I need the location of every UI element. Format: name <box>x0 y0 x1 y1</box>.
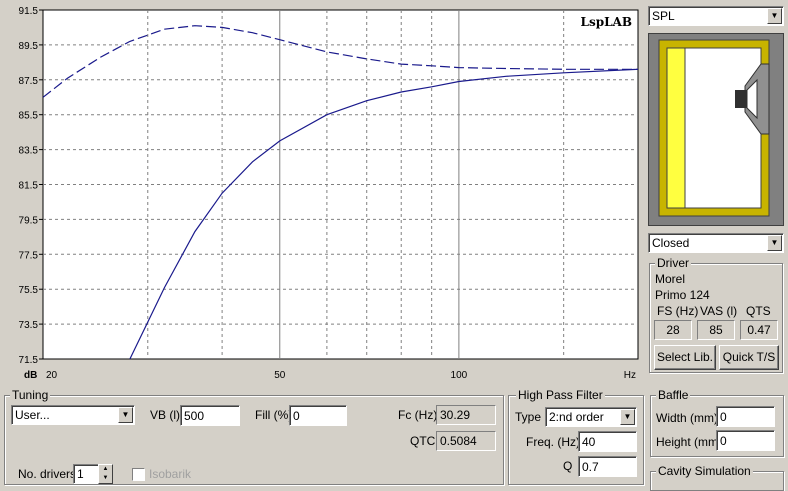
y-tick-label: 89.5 <box>19 41 39 52</box>
driver-group <box>649 263 783 373</box>
enclosure-diagram <box>648 33 784 226</box>
drivers-input[interactable]: 1 <box>73 464 101 484</box>
hpf-type-select[interactable]: 2:nd order ▼ <box>545 407 637 427</box>
hpf-freq-label: Freq. (Hz) <box>526 435 580 449</box>
spl-chart: 91.5 89.5 87.5 85.5 83.5 81.5 79.5 77.5 75.5 73.5… <box>18 6 639 381</box>
fs-value: 28 <box>654 320 692 340</box>
x-unit-label: Hz <box>624 370 636 381</box>
cavity-legend: Cavity Simulation <box>656 464 753 478</box>
y-tick-label: 77.5 <box>19 250 39 261</box>
box-type-select[interactable]: Closed ▼ <box>648 233 784 253</box>
y-tick-label: 83.5 <box>19 146 39 157</box>
driver-brand: Morel <box>655 272 686 286</box>
closed-box-icon <box>658 39 770 217</box>
select-lib-button[interactable]: Select Lib. <box>654 345 716 370</box>
hpf-q-input[interactable]: 0.7 <box>578 456 637 477</box>
baffle-group <box>650 395 784 457</box>
chevron-down-icon[interactable]: ▼ <box>620 409 635 425</box>
spl-chart-svg: 91.5 89.5 87.5 85.5 83.5 81.5 79.5 77.5 75.5 73.5… <box>19 6 639 381</box>
chevron-down-icon[interactable]: ▼ <box>767 235 782 251</box>
tuning-legend: Tuning <box>10 388 51 402</box>
hpf-type-label: Type <box>515 410 542 424</box>
baffle-legend: Baffle <box>656 388 691 402</box>
qts-value: 0.47 <box>740 320 778 340</box>
x-tick-label: 20 <box>46 370 58 381</box>
vas-label: VAS (l) <box>700 304 738 318</box>
vb-label: VB (l) <box>150 408 180 422</box>
y-tick-label: 75.5 <box>19 285 39 296</box>
fill-label: Fill (%) <box>255 408 293 422</box>
y-tick-label: 71.5 <box>19 355 39 366</box>
vas-value: 85 <box>697 320 735 340</box>
hpf-legend: High Pass Filter <box>516 388 605 402</box>
y-tick-label: 87.5 <box>19 76 39 87</box>
fc-value: 30.29 <box>436 405 496 425</box>
chevron-down-icon[interactable]: ▼ <box>118 407 133 423</box>
graph-type-select[interactable]: SPL ▼ <box>648 6 784 26</box>
x-tick-label: 50 <box>274 370 286 381</box>
qtc-value: 0.5084 <box>436 431 496 451</box>
drivers-label: No. drivers <box>18 467 77 481</box>
y-tick-label: 73.5 <box>19 320 39 331</box>
hpf-q-label: Q <box>563 459 573 473</box>
y-unit-label: dB <box>24 370 37 381</box>
series-line-dashed <box>42 25 638 98</box>
series-line-solid <box>129 68 639 360</box>
x-tick-label: 100 <box>451 370 468 381</box>
drivers-spinner[interactable]: ▲ ▼ <box>98 464 113 484</box>
y-tick-label: 85.5 <box>19 111 39 122</box>
baffle-height-input[interactable]: 0 <box>716 430 775 451</box>
baffle-width-input[interactable]: 0 <box>716 406 775 427</box>
qts-label: QTS <box>746 304 771 318</box>
y-tick-label: 91.5 <box>19 6 39 17</box>
hpf-freq-input[interactable]: 40 <box>578 431 637 452</box>
box-type-value: Closed <box>652 236 690 250</box>
plot-area <box>42 9 639 360</box>
quick-ts-button[interactable]: Quick T/S <box>719 345 779 370</box>
chevron-down-icon[interactable]: ▼ <box>767 8 782 24</box>
driver-model: Primo 124 <box>655 288 710 302</box>
fc-label: Fc (Hz) <box>398 408 438 422</box>
baffle-width-label: Width (mm) <box>656 411 718 425</box>
driver-legend: Driver <box>655 256 691 270</box>
fill-input[interactable]: 0 <box>289 405 347 426</box>
isobarik-checkbox[interactable] <box>132 468 145 481</box>
tuning-preset-value: User... <box>15 408 50 422</box>
isobarik-label: Isobarik <box>149 467 192 481</box>
qtc-label: QTC <box>410 434 436 448</box>
y-tick-label: 79.5 <box>19 215 39 226</box>
y-tick-label: 81.5 <box>19 181 39 192</box>
hpf-type-value: 2:nd order <box>549 410 604 424</box>
baffle-height-label: Height (mm) <box>656 435 723 449</box>
graph-type-value: SPL <box>652 9 675 23</box>
brand-watermark: LspLAB <box>581 15 632 29</box>
fs-label: FS (Hz) <box>657 304 699 318</box>
tuning-preset-select[interactable]: User... ▼ <box>11 405 135 425</box>
vb-input[interactable]: 500 <box>180 405 240 426</box>
